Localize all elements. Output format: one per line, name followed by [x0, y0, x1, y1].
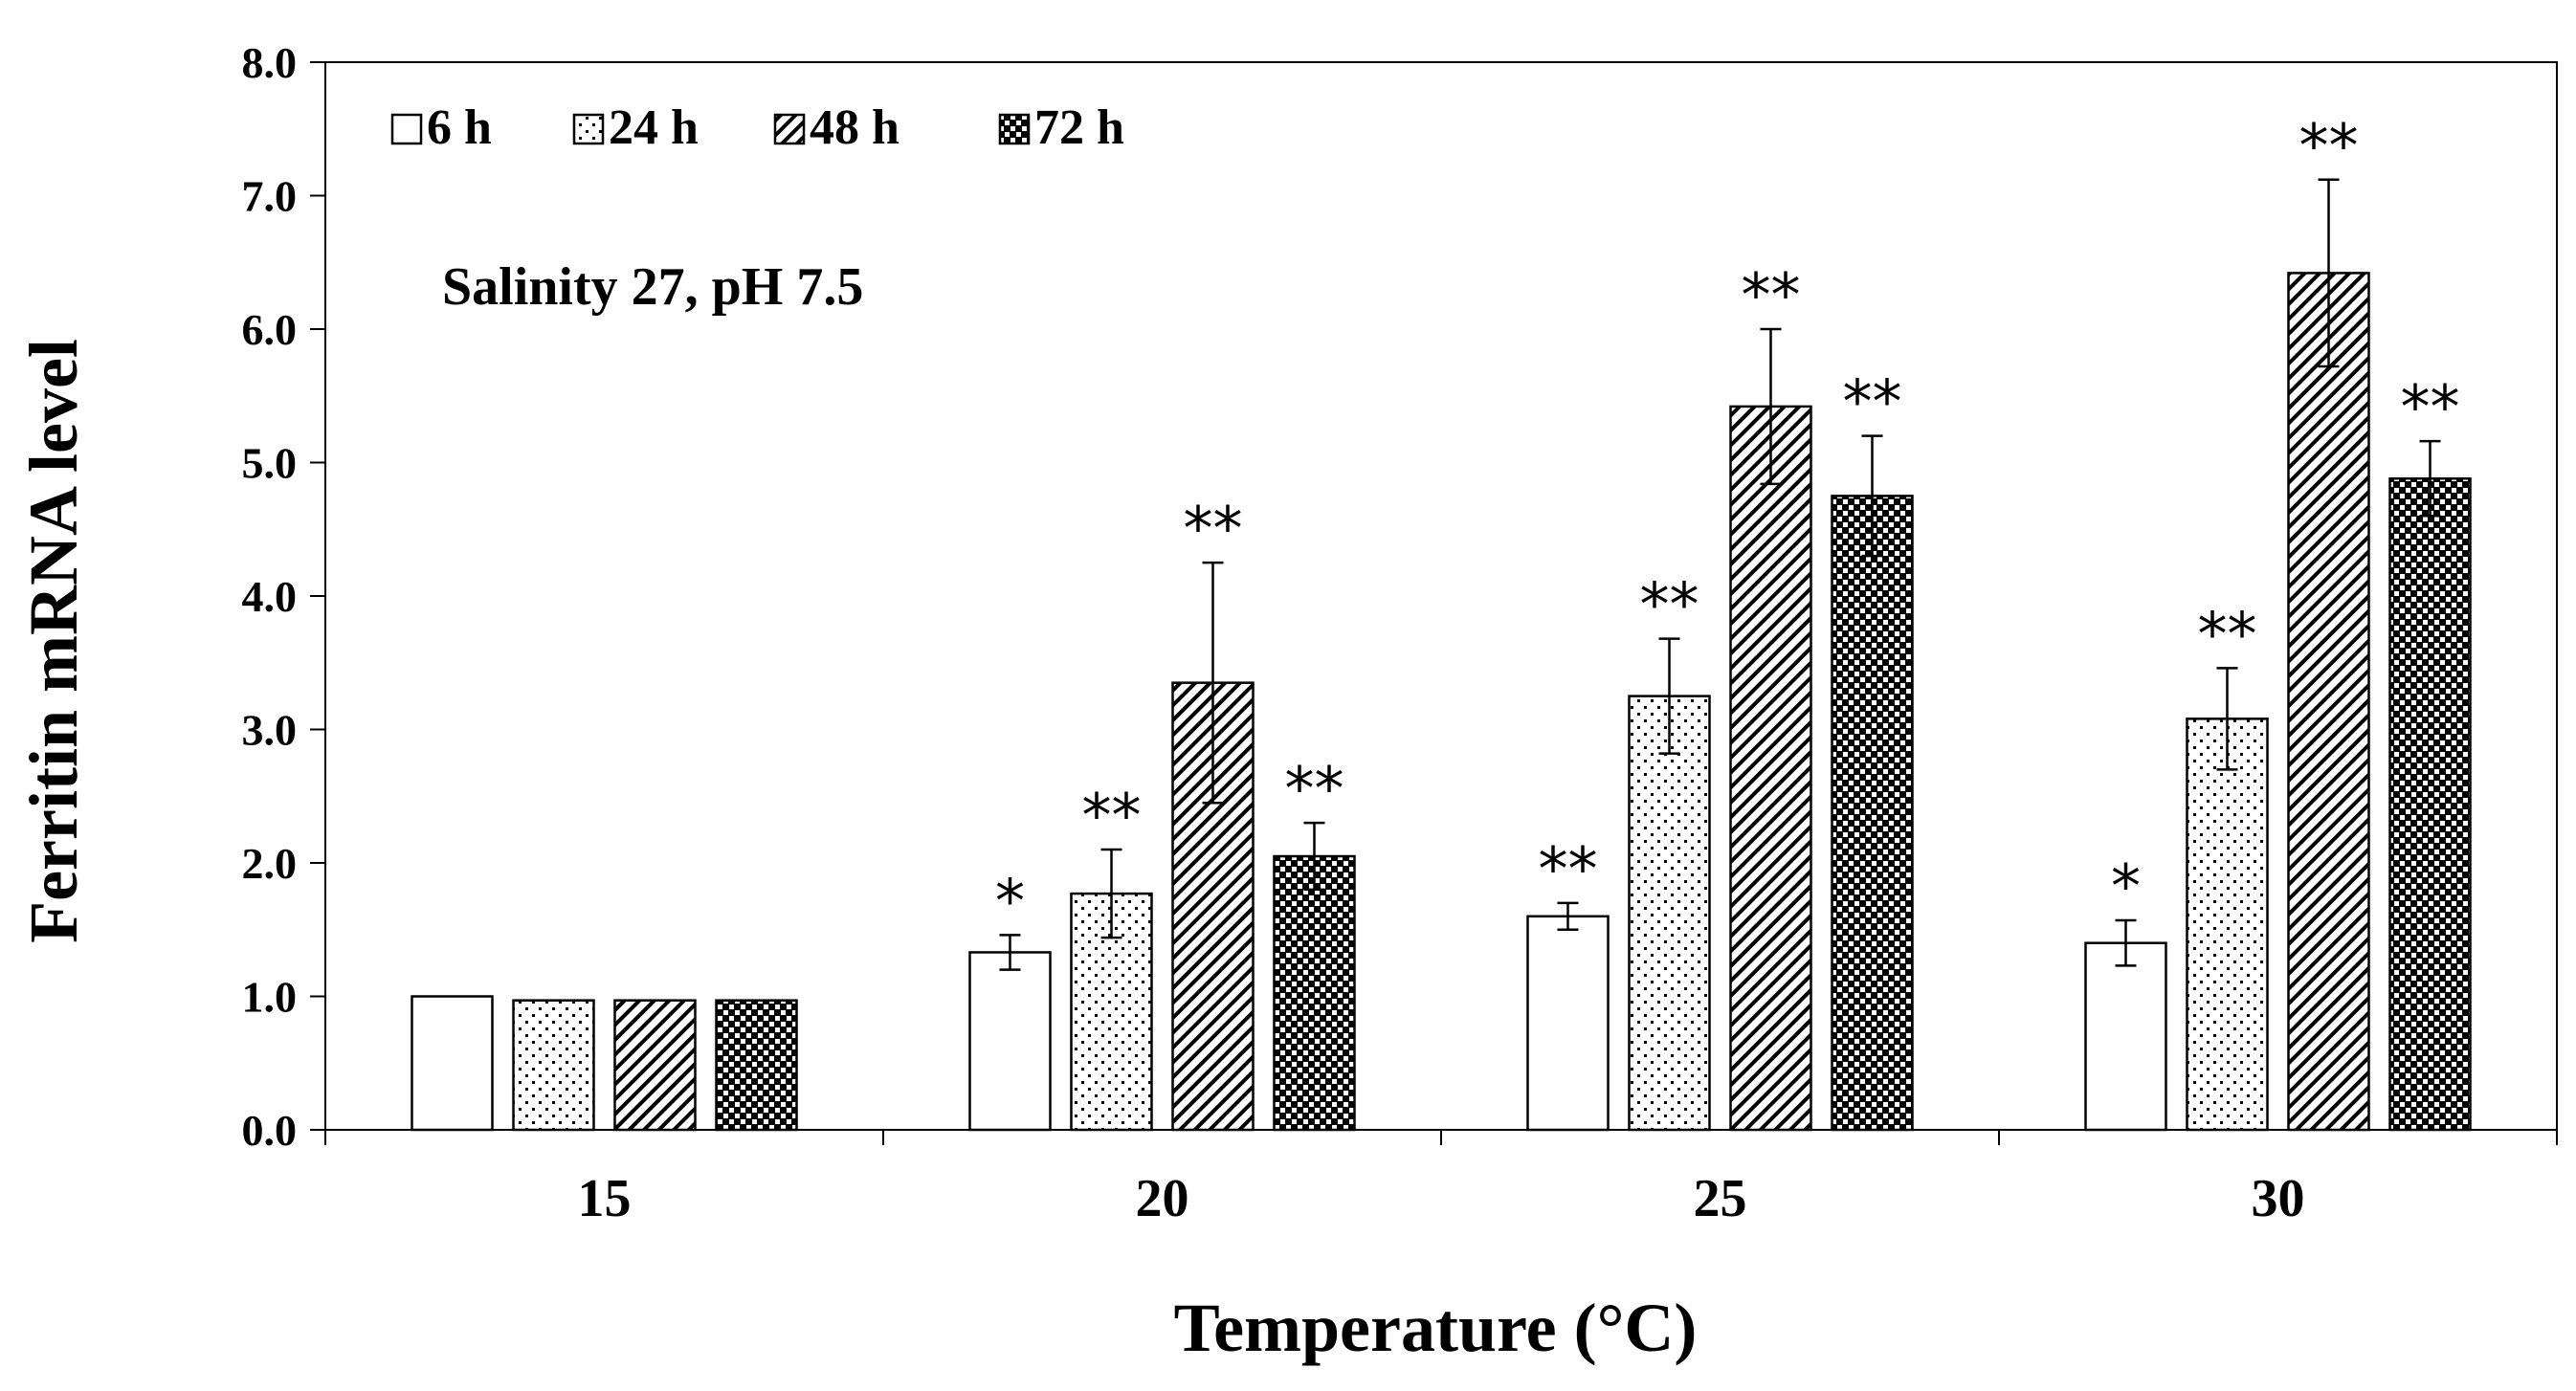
legend-swatch	[390, 113, 423, 145]
y-tick-label: 3.0	[242, 706, 298, 755]
x-axis-title: Temperature (°C)	[1174, 1290, 1698, 1366]
y-tick-label: 4.0	[242, 572, 298, 621]
condition-annotation: Salinity 27, pH 7.5	[442, 257, 863, 317]
legend-swatch	[572, 113, 605, 145]
significance-mark: **	[1082, 781, 1142, 850]
bar	[1729, 405, 1812, 1132]
y-tick-label: 0.0	[242, 1106, 298, 1155]
bar	[2388, 476, 2472, 1132]
x-tick-label: 15	[578, 1169, 632, 1228]
bar	[1628, 695, 1711, 1132]
significance-mark: **	[2299, 111, 2359, 181]
legend-label: 48 h	[810, 100, 899, 155]
significance-mark: **	[1184, 494, 1243, 563]
significance-mark: **	[1742, 260, 1801, 330]
y-tick-label: 8.0	[242, 38, 298, 87]
bar	[613, 999, 697, 1132]
significance-mark: **	[2198, 599, 2257, 669]
bar	[968, 951, 1052, 1132]
bar	[715, 999, 798, 1132]
significance-mark: **	[1539, 834, 1598, 904]
legend-swatch	[998, 113, 1031, 145]
legend-label: 6 h	[427, 100, 492, 155]
legend-swatch	[773, 113, 806, 145]
x-tick-label: 30	[2252, 1169, 2305, 1228]
bar	[1273, 854, 1356, 1132]
bar	[2287, 272, 2370, 1132]
y-tick-label: 5.0	[242, 439, 298, 488]
significance-mark: *	[2111, 851, 2141, 921]
y-tick-label: 1.0	[242, 973, 298, 1022]
significance-mark: **	[1640, 570, 1699, 640]
y-axis-title: Ferritin mRNA level	[15, 339, 92, 943]
significance-mark: *	[995, 866, 1025, 936]
y-tick-label: 7.0	[242, 172, 298, 221]
legend: 6 h 24 h 48 h 72 h	[390, 100, 1124, 155]
bar	[1831, 495, 1914, 1132]
bars-group: * ** ***** ************ **	[411, 111, 2472, 1132]
bar	[411, 995, 494, 1132]
legend-label: 24 h	[609, 100, 699, 155]
y-tick-label: 6.0	[242, 305, 298, 354]
x-tick-label: 25	[1694, 1169, 1747, 1228]
y-tick-label: 2.0	[242, 839, 298, 888]
bar	[1526, 915, 1610, 1132]
axes-group: 0.0 1.0 2.0 3.0 4.0 5.0 6.0 7.0 8.0 15 20 25 30	[242, 38, 2558, 1228]
legend-label: 72 h	[1034, 100, 1124, 155]
x-tick-label: 20	[1136, 1169, 1189, 1228]
significance-mark: **	[1843, 367, 1902, 437]
bar	[512, 999, 595, 1132]
significance-mark: **	[2401, 372, 2460, 442]
significance-mark: **	[1285, 754, 1344, 824]
bar	[2084, 941, 2167, 1132]
bar	[2186, 718, 2269, 1132]
